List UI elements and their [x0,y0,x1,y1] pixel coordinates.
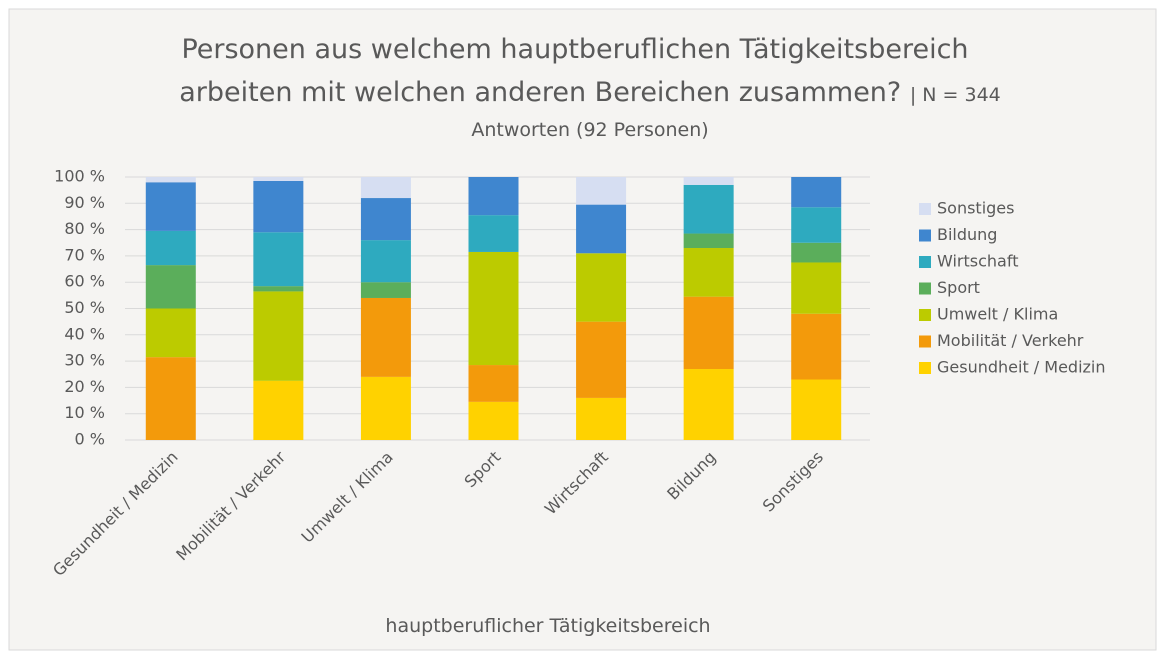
bar-segment [253,180,304,233]
y-tick-label: 80 % [64,219,105,238]
bar-segment [791,262,842,314]
bar-segment [253,286,304,292]
bar-segment [791,313,842,380]
bar-segment [145,357,196,440]
y-tick-label: 70 % [64,245,105,264]
bar-segment [683,177,734,185]
bar-segment [253,232,304,287]
bar-segment [791,242,842,263]
legend-swatch [919,203,931,215]
legend-label: Wirtschaft [937,252,1018,271]
bar-segment [145,265,196,309]
y-tick-label: 90 % [64,193,105,212]
bar-segment [360,297,411,377]
legend-label: Mobilität / Verkehr [937,331,1084,350]
bar-segment [791,207,842,243]
bar-segment [145,182,196,231]
bar-segment [576,253,627,322]
bar-segment [683,296,734,369]
y-tick-label: 50 % [64,298,105,317]
bar-segment [468,401,519,440]
legend-label: Gesundheit / Medizin [937,358,1106,377]
bar-segment [360,198,411,241]
legend-label: Bildung [937,225,997,244]
legend-swatch [919,335,931,348]
x-axis-title: hauptberuflicher Tätigkeitsbereich [385,615,710,637]
bar-segment [468,365,519,402]
bar-segment [360,376,411,440]
bar-segment [576,321,627,398]
y-tick-label: 40 % [64,324,105,343]
legend-swatch [919,256,931,268]
bar-segment [145,177,196,183]
y-tick-label: 10 % [64,403,105,422]
bar-segment [468,215,519,252]
legend-swatch [919,282,931,295]
bar-segment [360,240,411,283]
bar-segment [253,177,304,181]
y-tick-label: 60 % [64,272,105,291]
bar-segment [683,248,734,297]
legend-swatch [919,309,931,321]
y-tick-label: 100 % [54,167,105,186]
chart-subtitle: Antworten (92 Personen) [471,119,708,141]
legend-label: Sonstiges [937,199,1014,218]
bar-segment [683,368,734,440]
y-tick-label: 20 % [64,377,105,396]
bar-segment [791,177,842,208]
legend-label: Sport [937,278,980,297]
bar-segment [683,233,734,249]
legend-swatch [919,229,931,242]
chart-title: Personen aus welchem hauptberuflichen Tä… [181,34,968,65]
chart-title: arbeiten mit welchen anderen Bereichen z… [179,77,1001,108]
bar-segment [360,177,411,199]
bar-segment [360,282,411,298]
legend-swatch [919,362,931,374]
bar-segment [791,379,842,440]
bar-segment [145,230,196,266]
bar-segment [468,251,519,366]
y-tick-label: 0 % [75,430,105,449]
bar-segment [576,177,627,205]
bar-segment [576,204,627,254]
bar-segment [145,308,196,358]
legend-label: Umwelt / Klima [937,305,1058,324]
bar-segment [576,397,627,440]
bar-segment [253,291,304,381]
y-tick-label: 30 % [64,351,105,370]
bar-segment [683,184,734,234]
bar-segment [253,380,304,440]
bar-segment [468,177,519,216]
